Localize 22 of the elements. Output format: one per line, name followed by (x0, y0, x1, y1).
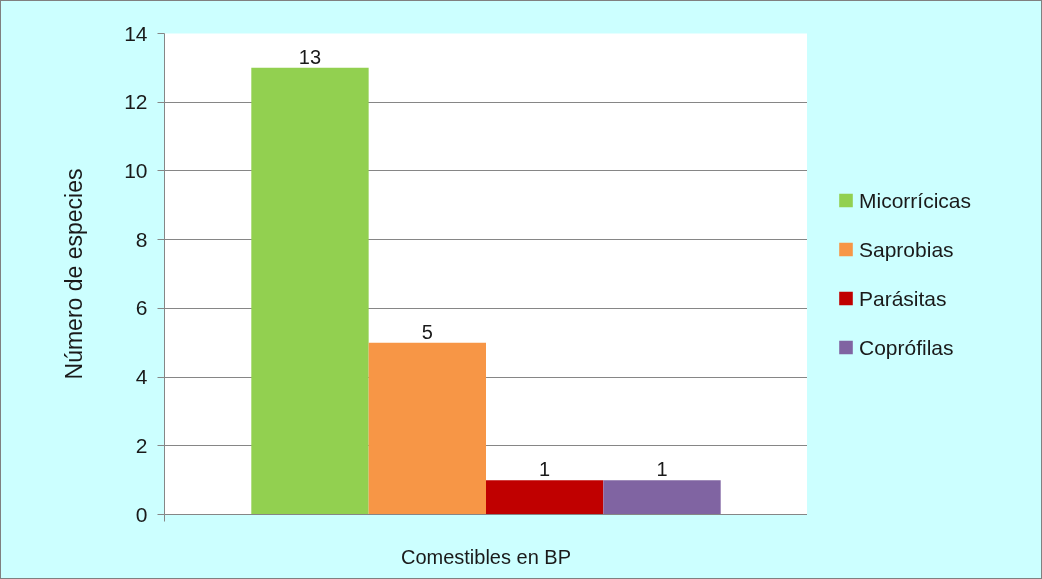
bar (368, 342, 486, 515)
bar (603, 480, 721, 515)
data-label: 5 (421, 320, 433, 343)
legend-label: Micorrícicas (859, 188, 972, 212)
y-tick-label: 10 (124, 158, 148, 182)
legend-label: Saprobias (859, 237, 954, 261)
data-label: 1 (539, 458, 551, 481)
legend-label: Parásitas (859, 286, 947, 310)
y-tick-label: 2 (135, 433, 148, 457)
bar (251, 67, 369, 515)
y-tick-label: 6 (135, 296, 148, 320)
x-tick-label: Comestibles en BP (400, 545, 572, 568)
y-tick-label: 0 (135, 502, 148, 526)
y-tick-label: 8 (135, 227, 148, 251)
y-tick-label: 4 (135, 365, 148, 389)
legend-label: Coprófilas (859, 335, 954, 359)
y-axis-title: Número de especies (61, 168, 88, 380)
data-label: 1 (656, 458, 668, 481)
y-tick-label: 12 (124, 90, 148, 114)
y-tick-label: 14 (124, 21, 148, 45)
bar (486, 480, 604, 515)
data-label: 13 (298, 45, 322, 68)
